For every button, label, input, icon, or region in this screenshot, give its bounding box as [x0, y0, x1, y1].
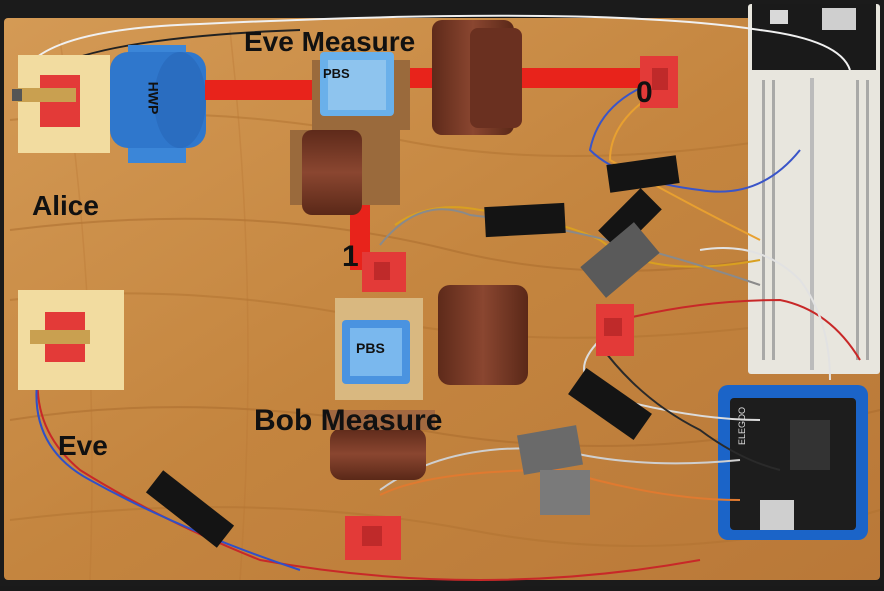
alice-label: Alice [32, 190, 99, 221]
arduino-board: ELEGOO [718, 385, 868, 540]
detector-zero-label: 0 [636, 76, 653, 109]
detector-one-label: 1 [342, 240, 359, 273]
detector-1 [362, 252, 406, 292]
lens-tube-top-right [432, 20, 522, 135]
breadboard [748, 4, 880, 374]
tape-pieces [145, 155, 680, 548]
alice-laser-mount [12, 55, 110, 153]
detector-0 [640, 56, 678, 108]
eve-laser-mount [18, 290, 124, 390]
pbs-top [312, 52, 410, 130]
bob-measure-label: Bob Measure [254, 404, 443, 437]
lens-tube-bottom-center [438, 285, 528, 385]
pbs-bottom [335, 298, 423, 400]
detector-bob-bottom [345, 516, 401, 560]
pbs-top-label: PBS [323, 66, 350, 81]
half-wave-plate [110, 45, 206, 163]
pbs-bottom-label: PBS [356, 340, 385, 356]
hwp-label: HWP [145, 81, 162, 115]
eve-label: Eve [58, 430, 108, 461]
lens-tube-left [290, 130, 400, 215]
svg-text:ELEGOO: ELEGOO [737, 407, 747, 445]
lens-tube-bob [325, 410, 435, 480]
eve-measure-label: Eve Measure [244, 26, 416, 57]
detector-bob-side [596, 304, 634, 356]
